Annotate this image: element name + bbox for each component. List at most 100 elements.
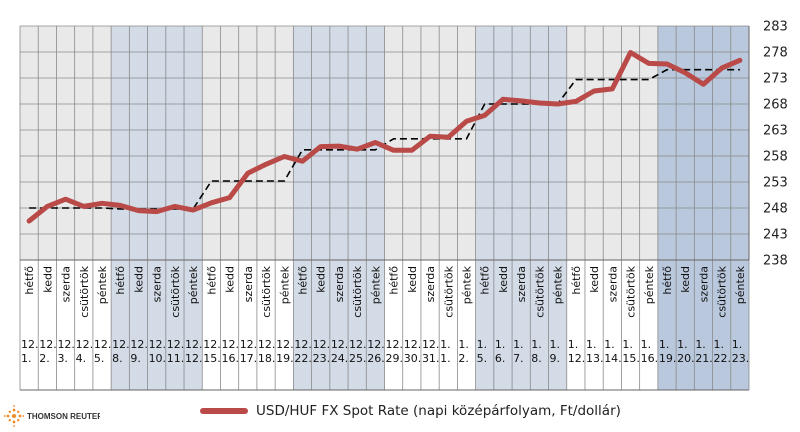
data-point (703, 84, 704, 85)
x-date-label: 1. (477, 338, 488, 351)
x-date-label: 1. (440, 338, 451, 351)
x-date-label: 12. (240, 338, 258, 351)
x-date-label: 16. (641, 352, 659, 365)
x-date-label: 1. (513, 338, 524, 351)
x-date-label: 12. (76, 338, 94, 351)
x-date-label: 6. (495, 352, 506, 365)
data-point (357, 149, 358, 150)
x-date-label: 3. (57, 352, 67, 365)
x-date-label: 12. (568, 352, 586, 365)
x-day-label: csütörtök (260, 265, 273, 317)
x-date-label: 20. (677, 352, 695, 365)
legend-swatch (200, 408, 248, 414)
x-date-label: 15. (203, 352, 221, 365)
x-day-label: kedd (497, 266, 510, 293)
x-day-label: kedd (315, 266, 328, 293)
y-tick-label: 278 (763, 46, 788, 61)
x-day-label: csütörtök (78, 265, 91, 317)
x-date-label: 8. (112, 352, 123, 365)
y-tick-label: 238 (763, 254, 788, 269)
x-date-label: 9. (130, 352, 141, 365)
x-day-label: hétfő (205, 266, 218, 295)
x-day-label: szerda (60, 266, 73, 302)
x-date-label: 1. (495, 338, 506, 351)
data-point (612, 88, 613, 89)
y-tick-label: 268 (763, 98, 788, 113)
data-point (193, 210, 194, 211)
data-point (229, 197, 230, 198)
y-tick-label: 243 (763, 228, 788, 243)
x-date-label: 1. (695, 338, 706, 351)
x-date-label: 12. (185, 352, 203, 365)
x-date-label: 1. (622, 338, 633, 351)
data-point (393, 150, 394, 151)
x-day-label: csütörtök (533, 265, 546, 317)
x-date-label: 9. (550, 352, 561, 365)
x-date-label: 14. (604, 352, 622, 365)
x-date-label: 1. (677, 338, 688, 351)
x-date-label: 2. (39, 352, 50, 365)
x-date-label: 12. (57, 338, 74, 351)
x-date-label: 12. (331, 338, 349, 351)
x-date-label: 12. (39, 338, 57, 351)
x-date-label: 5. (477, 352, 488, 365)
x-day-label: péntek (552, 265, 565, 304)
data-point (120, 205, 121, 206)
x-date-label: 12. (349, 338, 367, 351)
x-date-label: 7. (513, 352, 524, 365)
data-point (375, 142, 376, 143)
x-day-label: szerda (151, 266, 164, 302)
data-point (666, 63, 667, 64)
x-day-label: szerda (424, 266, 437, 302)
x-date-label: 19. (659, 352, 677, 365)
x-date-label: 12. (276, 338, 294, 351)
data-point (156, 211, 157, 212)
x-day-label: hétfő (661, 266, 674, 295)
x-date-label: 12. (294, 338, 312, 351)
y-tick-label: 253 (763, 176, 788, 191)
data-point (739, 60, 740, 61)
x-day-label: kedd (679, 266, 692, 293)
data-point (65, 199, 66, 200)
x-date-label: 16. (221, 352, 239, 365)
x-date-label: 23. (732, 352, 750, 365)
reuters-dots-icon: THOMSON REUTERS (3, 405, 109, 427)
x-day-label: kedd (132, 266, 145, 293)
y-tick-label: 258 (763, 150, 788, 165)
x-date-label: 18. (258, 352, 276, 365)
x-date-label: 1. (440, 352, 451, 365)
data-point (284, 156, 285, 157)
x-date-label: 1. (604, 338, 615, 351)
x-date-label: 8. (531, 352, 542, 365)
data-point (630, 52, 631, 53)
data-point (521, 100, 522, 101)
data-point (430, 136, 431, 137)
x-day-label: hétfő (23, 266, 36, 295)
y-tick-label: 283 (763, 20, 788, 35)
series-line (26, 50, 743, 224)
data-point (102, 203, 103, 204)
data-point (685, 72, 686, 73)
data-point (484, 115, 485, 116)
x-day-label: kedd (41, 266, 54, 293)
data-point (575, 101, 576, 102)
x-date-label: 12. (130, 338, 148, 351)
x-date-label: 21. (695, 352, 713, 365)
x-date-label: 12. (422, 338, 440, 351)
x-date-label: 22. (714, 352, 732, 365)
x-day-label: hétfő (570, 266, 583, 295)
x-day-label: szerda (697, 266, 710, 302)
x-day-label: csütörtök (442, 265, 455, 317)
y-tick-label: 273 (763, 72, 788, 87)
x-date-label: 12. (367, 338, 385, 351)
data-point (29, 221, 30, 222)
x-date-label: 24. (331, 352, 349, 365)
x-date-label: 10. (149, 352, 167, 365)
x-day-label: hétfő (296, 266, 309, 295)
x-date-label: 12. (21, 338, 39, 351)
x-date-label: 12. (149, 338, 167, 351)
data-point (539, 102, 540, 103)
x-date-label: 5. (94, 352, 105, 365)
x-date-label: 12. (258, 338, 276, 351)
x-date-label: 1. (659, 338, 670, 351)
